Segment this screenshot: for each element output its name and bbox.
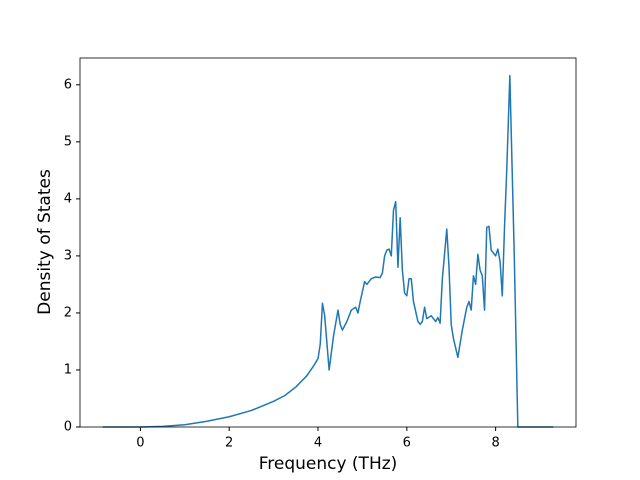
y-tick-label: 6 [64, 77, 72, 92]
line [102, 74, 554, 428]
y-tick-label: 0 [64, 420, 72, 435]
x-tick-label: 0 [136, 436, 144, 451]
y-tick-label: 5 [64, 134, 72, 149]
x-tick-label: 6 [403, 436, 411, 451]
x-tick-label: 4 [314, 436, 322, 451]
x-tick-label: 2 [225, 436, 233, 451]
y-tick-label: 2 [64, 305, 72, 320]
y-axis-label: Density of States [35, 169, 55, 315]
x-tick-label: 8 [491, 436, 499, 451]
plot-frame [79, 57, 577, 428]
y-tick-label: 3 [64, 248, 72, 263]
y-tick-label: 4 [64, 191, 72, 206]
y-tick-label: 1 [64, 362, 72, 377]
x-axis-label: Frequency (THz) [259, 454, 398, 474]
